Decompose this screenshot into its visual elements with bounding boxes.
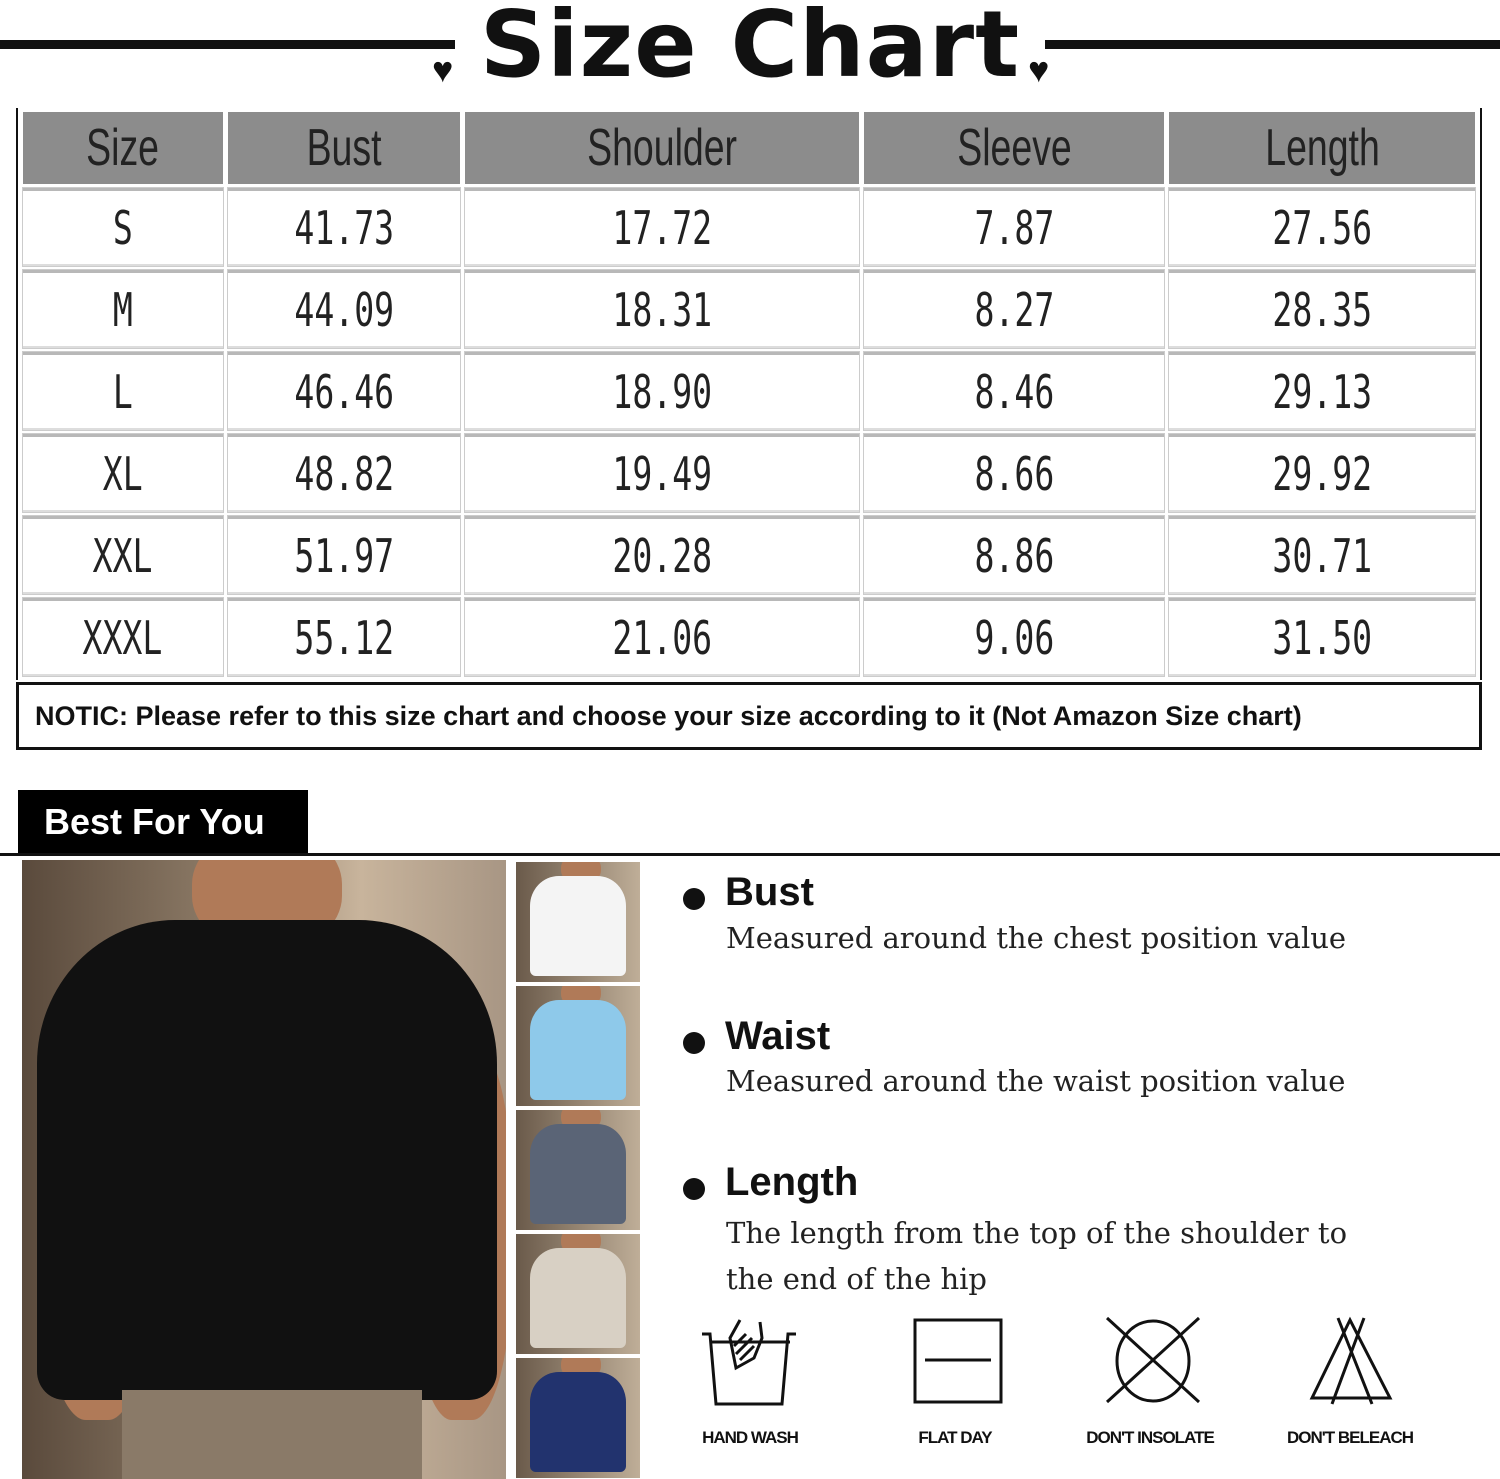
size-table: Size Bust Shoulder Sleeve Length S 41.73 1… (16, 108, 1482, 680)
header-sleeve: Sleeve (863, 112, 1165, 184)
cell-shoulder: 19.49 (465, 434, 859, 512)
cell-size: M (23, 270, 223, 348)
cell-size: L (23, 352, 223, 430)
color-variant-thumbnail[interactable] (516, 1358, 640, 1478)
hand-wash-icon (700, 1316, 800, 1406)
table-row: XXXL 55.12 21.06 9.06 31.50 (23, 598, 1475, 676)
dont-bleach-icon (1300, 1316, 1400, 1406)
cell-bust: 55.12 (227, 598, 461, 676)
cell-length: 29.13 (1169, 352, 1475, 430)
cell-sleeve: 8.66 (863, 434, 1165, 512)
cell-size: XXXL (23, 598, 223, 676)
cell-shoulder: 17.72 (465, 188, 859, 266)
cell-size: XXL (23, 516, 223, 594)
care-label: DON'T INSOLATE (1086, 1428, 1215, 1447)
table-row: XL 48.82 19.49 8.66 29.92 (23, 434, 1475, 512)
cell-size: S (23, 188, 223, 266)
color-variant-thumbnail[interactable] (516, 862, 640, 982)
cell-bust: 51.97 (227, 516, 461, 594)
cell-shoulder: 18.31 (465, 270, 859, 348)
cell-bust: 44.09 (227, 270, 461, 348)
dont-insolate-icon (1103, 1316, 1203, 1406)
cell-sleeve: 8.27 (863, 270, 1165, 348)
color-variant-thumbnail[interactable] (516, 986, 640, 1106)
cell-sleeve: 9.06 (863, 598, 1165, 676)
divider (0, 853, 1500, 856)
section-tab: Best For You (18, 790, 308, 854)
title-rule-right (1045, 40, 1500, 49)
cell-length: 30.71 (1169, 516, 1475, 594)
bullet-icon (683, 1178, 705, 1200)
header-length: Length (1169, 112, 1475, 184)
care-label: HAND WASH (702, 1428, 799, 1447)
cell-length: 31.50 (1169, 598, 1475, 676)
cell-bust: 41.73 (227, 188, 461, 266)
cell-length: 29.92 (1169, 434, 1475, 512)
cell-shoulder: 20.28 (465, 516, 859, 594)
header-size: Size (23, 112, 223, 184)
bullet-icon (683, 1032, 705, 1054)
measurement-label: Bust (725, 870, 814, 914)
measurement-label: Waist (725, 1014, 831, 1058)
measurement-label: Length (725, 1160, 859, 1204)
heart-icon: ♥ (432, 49, 454, 90)
header-shoulder: Shoulder (465, 112, 859, 184)
table-row: XXL 51.97 20.28 8.86 30.71 (23, 516, 1475, 594)
care-label: DON'T BELEACH (1286, 1428, 1414, 1447)
table-row: M 44.09 18.31 8.27 28.35 (23, 270, 1475, 348)
header-bust: Bust (227, 112, 461, 184)
page-title: Size Chart (479, 0, 1021, 98)
cell-shoulder: 18.90 (465, 352, 859, 430)
color-variant-thumbnail[interactable] (516, 1234, 640, 1354)
cell-size: XL (23, 434, 223, 512)
measurement-description: Measured around the chest position value (726, 921, 1347, 955)
table-row: S 41.73 17.72 7.87 27.56 (23, 188, 1475, 266)
cell-sleeve: 8.86 (863, 516, 1165, 594)
black-shirt (37, 920, 497, 1400)
color-variant-thumbnail[interactable] (516, 1110, 640, 1230)
title-rule-left (0, 40, 455, 49)
measurement-description: The length from the top of the shoulder … (726, 1216, 1348, 1296)
cell-shoulder: 21.06 (465, 598, 859, 676)
cell-sleeve: 7.87 (863, 188, 1165, 266)
table-row: L 46.46 18.90 8.46 29.13 (23, 352, 1475, 430)
care-label: FLAT DAY (918, 1428, 992, 1447)
model-photo (22, 860, 506, 1479)
heart-icon: ♥ (1028, 49, 1050, 90)
cell-length: 28.35 (1169, 270, 1475, 348)
bullet-icon (683, 888, 705, 910)
cell-bust: 48.82 (227, 434, 461, 512)
measurement-description: Measured around the waist position value (726, 1064, 1346, 1098)
notice: NOTIC: Please refer to this size chart a… (16, 682, 1482, 750)
cell-length: 27.56 (1169, 188, 1475, 266)
cell-bust: 46.46 (227, 352, 461, 430)
cell-sleeve: 8.46 (863, 352, 1165, 430)
flat-dry-icon (905, 1316, 1005, 1406)
